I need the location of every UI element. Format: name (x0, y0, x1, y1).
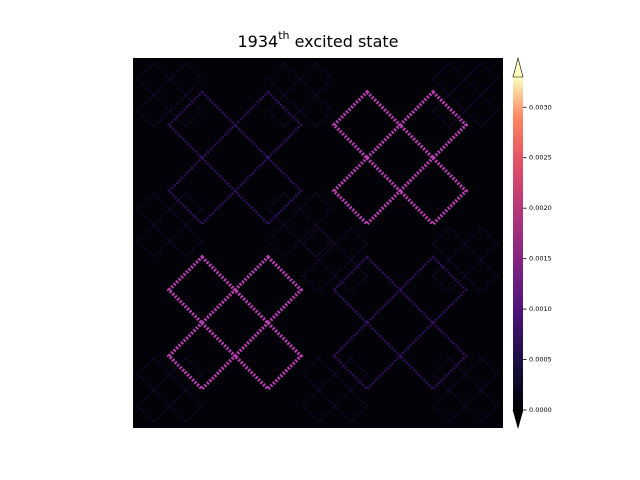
colorbar-tick-label: 0.0005 (529, 356, 552, 364)
pattern-loop (136, 61, 172, 97)
pattern-loop (332, 255, 402, 325)
pattern-loop (301, 226, 337, 262)
pattern-loop (333, 226, 369, 262)
pattern-loop (298, 61, 334, 97)
pattern-loop (168, 223, 204, 259)
title-suffix: th (278, 29, 289, 42)
pattern-loop (333, 258, 369, 294)
pattern-loop (431, 258, 467, 294)
pattern-loop (298, 93, 334, 129)
pattern-loop (397, 89, 469, 161)
title-text: excited state (295, 32, 399, 51)
pattern-loop (136, 356, 172, 392)
pattern-loop (431, 61, 467, 97)
pattern-loop (331, 155, 403, 227)
pattern-loop (166, 320, 238, 392)
pattern-loop (232, 254, 304, 326)
pattern-loop (168, 356, 204, 392)
pattern-loop (136, 93, 172, 129)
pattern-loop (136, 388, 172, 424)
pattern-loop (168, 61, 204, 97)
pattern-loop (463, 61, 499, 97)
pattern-loop (167, 156, 237, 226)
pattern-loop (168, 93, 204, 129)
heatmap-background (133, 58, 503, 428)
pattern-loop (398, 321, 468, 391)
title-number: 1934 (238, 32, 279, 51)
colorbar-extend-bottom (512, 409, 524, 430)
pattern-loop (168, 388, 204, 424)
pattern-loop (301, 356, 337, 392)
pattern-loop (266, 191, 302, 227)
colorbar-tick-label: 0.0015 (529, 255, 552, 263)
pattern-loop (298, 191, 334, 227)
colorbar-extend-top (512, 56, 524, 78)
pattern-loop (333, 356, 369, 392)
pattern-loop (233, 90, 303, 160)
pattern-loop (333, 388, 369, 424)
pattern-loop (136, 223, 172, 259)
pattern-loop (266, 223, 302, 259)
pattern-loop (332, 321, 402, 391)
colorbar (513, 77, 523, 410)
pattern-loop (431, 93, 467, 129)
pattern-loop (166, 254, 238, 326)
pattern-loop (431, 388, 467, 424)
pattern-loop (331, 89, 403, 161)
pattern-loop (266, 93, 302, 129)
colorbar-tick-label: 0.0010 (529, 305, 552, 313)
pattern-loop (136, 191, 172, 227)
pattern-loop (463, 93, 499, 129)
pattern-loop (266, 61, 302, 97)
pattern-loop (233, 156, 303, 226)
heatmap-pattern (136, 61, 499, 424)
pattern-loop (463, 226, 499, 262)
pattern-loop (431, 356, 467, 392)
pattern-loop (167, 90, 237, 160)
colorbar-tick-label: 0.0000 (529, 406, 552, 414)
colorbar-tick-label: 0.0030 (529, 103, 552, 111)
pattern-loop (463, 356, 499, 392)
pattern-loop (397, 155, 469, 227)
pattern-loop (232, 320, 304, 392)
pattern-loop (301, 388, 337, 424)
pattern-loop (301, 258, 337, 294)
chart-title: 1934th excited state (238, 29, 399, 51)
colorbar-tick-label: 0.0025 (529, 154, 552, 162)
pattern-loop (168, 191, 204, 227)
pattern-loop (431, 226, 467, 262)
pattern-loop (398, 255, 468, 325)
pattern-loop (463, 388, 499, 424)
pattern-loop (463, 258, 499, 294)
colorbar-tick-label: 0.0020 (529, 204, 552, 212)
